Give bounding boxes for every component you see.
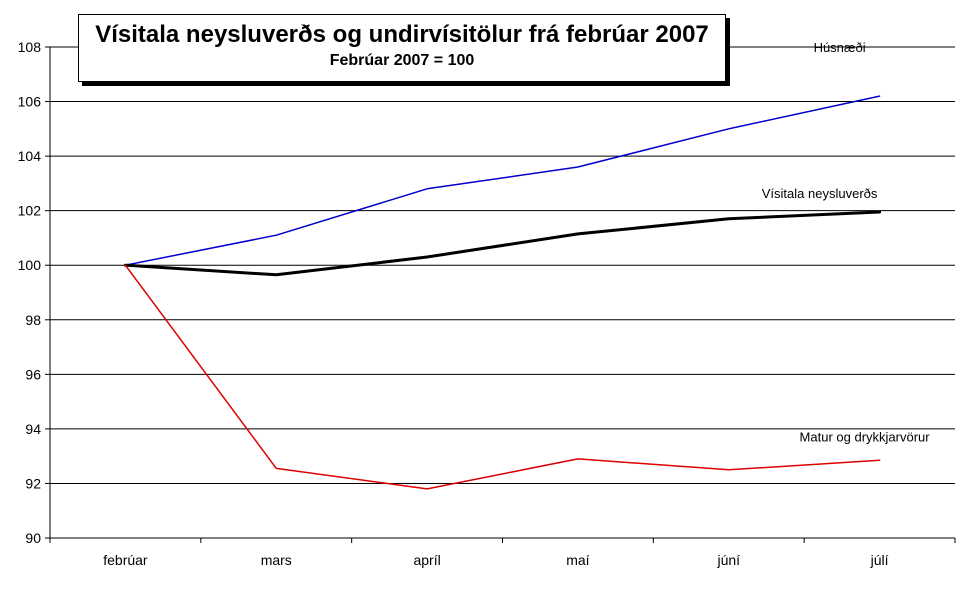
y-tick-label: 98	[25, 312, 41, 328]
x-tick-label: mars	[261, 552, 292, 568]
y-tick-label: 96	[25, 366, 41, 382]
y-tick-label: 92	[25, 475, 41, 491]
chart-subtitle: Febrúar 2007 = 100	[329, 52, 475, 69]
x-tick-label: júlí	[870, 552, 889, 568]
y-tick-label: 94	[25, 421, 41, 437]
x-tick-label: júní	[716, 552, 740, 568]
y-tick-label: 108	[18, 39, 42, 55]
series-line	[124, 264, 881, 490]
y-tick-label: 104	[18, 148, 42, 164]
series-name-label: Matur og drykkjarvörur	[800, 429, 931, 444]
series-line	[124, 95, 881, 266]
series-name-label: Húsnæði	[814, 40, 866, 55]
y-tick-label: 90	[25, 530, 41, 546]
series-name-label: Vísitala neysluverðs	[762, 186, 878, 201]
x-tick-label: febrúar	[103, 552, 148, 568]
grid-lines	[50, 46, 955, 484]
series-lines	[123, 95, 882, 490]
y-tick-label: 102	[18, 203, 42, 219]
y-tick-label: 106	[18, 94, 42, 110]
x-tick-label: apríl	[413, 552, 440, 568]
chart-title-box: Vísitala neysluverðs og undirvísitölur f…	[78, 14, 726, 82]
x-tick-label: maí	[566, 552, 589, 568]
series-labels: Húsnæði Vísitala neysluverðs Matur og dryk…	[762, 40, 930, 444]
chart-title: Vísitala neysluverðs og undirvísitölur f…	[95, 21, 709, 48]
series-line	[123, 210, 882, 277]
y-tick-label: 100	[18, 257, 42, 273]
axes: 90 92 94 96 98 100 102 104 106 108 febrúar mars aprí…	[18, 39, 956, 568]
